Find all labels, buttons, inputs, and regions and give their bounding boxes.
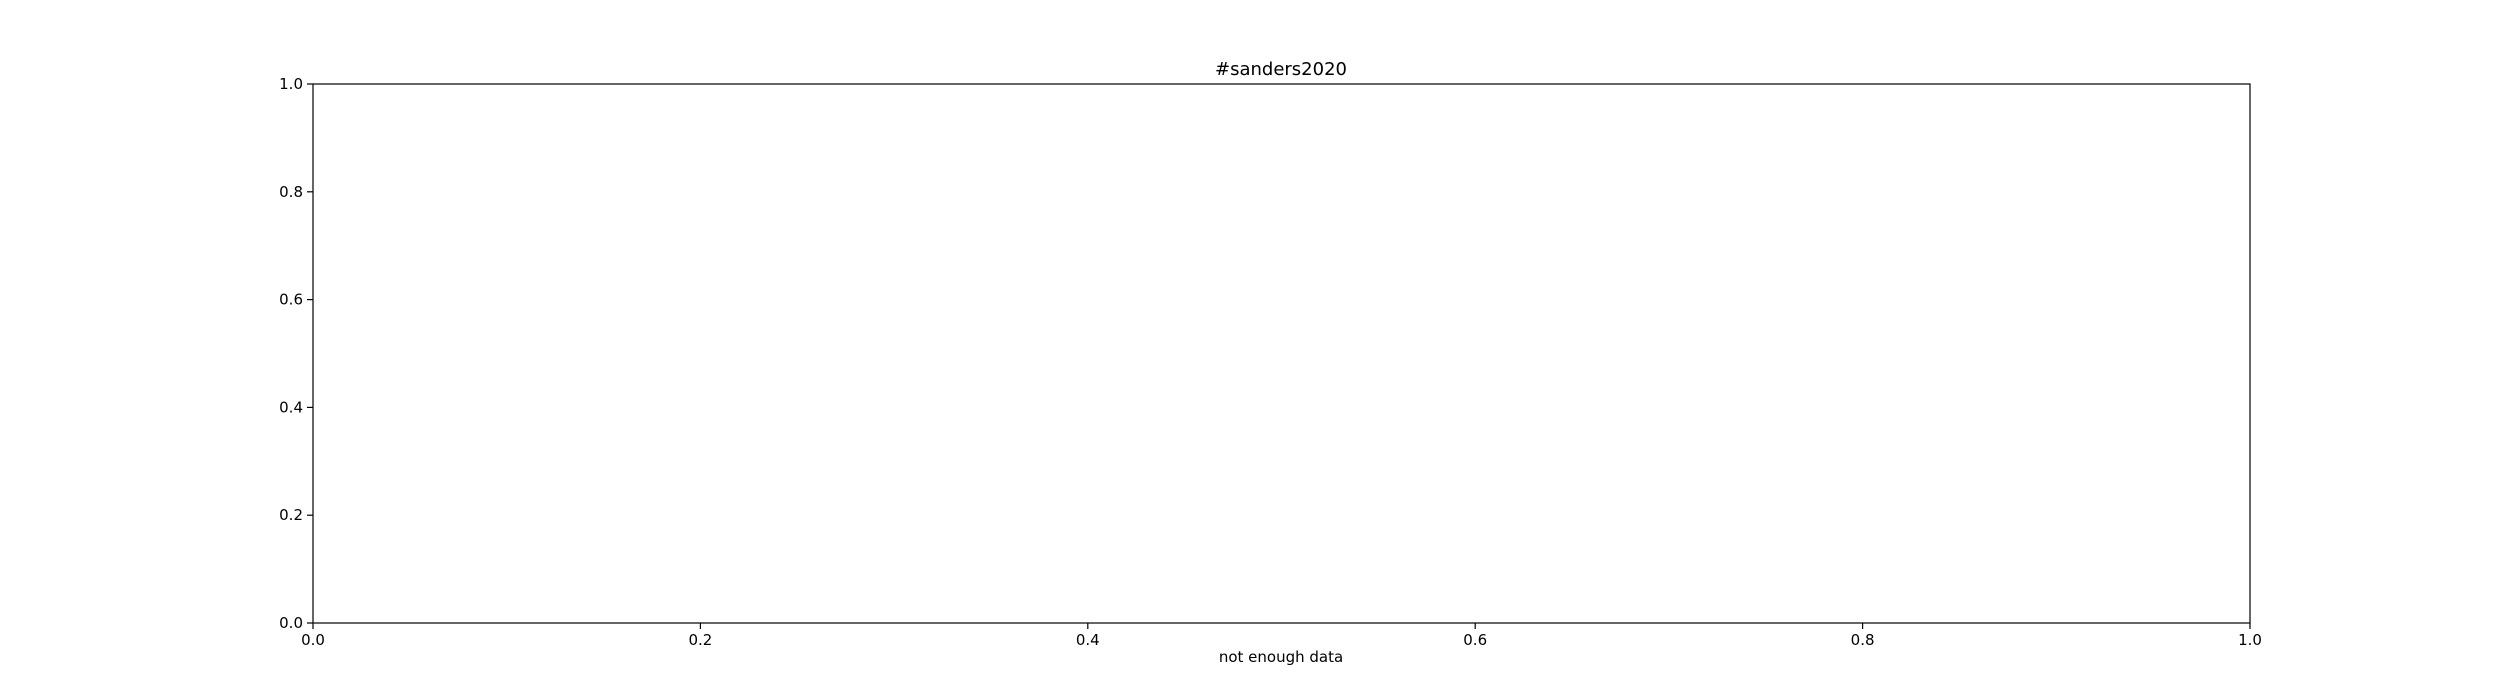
y-tick-label: 0.4 [279, 398, 303, 416]
y-tick-label: 0.8 [279, 183, 303, 201]
plot-area [312, 83, 2251, 624]
x-tick-label: 0.6 [1463, 631, 1487, 649]
y-tick-label: 0.0 [279, 614, 303, 632]
y-tick-label: 1.0 [279, 75, 303, 93]
x-tick-label: 0.8 [1851, 631, 1875, 649]
x-tick-label: 1.0 [2238, 631, 2262, 649]
x-axis: 0.0 0.2 0.4 0.6 0.8 1.0 [301, 623, 2262, 649]
x-tick-label: 0.0 [301, 631, 325, 649]
x-tick-label: 0.2 [688, 631, 712, 649]
chart-title: #sanders2020 [1215, 59, 1347, 80]
y-tick-label: 0.2 [279, 506, 303, 524]
y-tick-label: 0.6 [279, 291, 303, 309]
y-axis: 0.0 0.2 0.4 0.6 0.8 1.0 [279, 75, 313, 632]
x-axis-label: not enough data [1219, 648, 1343, 666]
x-tick-label: 0.4 [1076, 631, 1100, 649]
